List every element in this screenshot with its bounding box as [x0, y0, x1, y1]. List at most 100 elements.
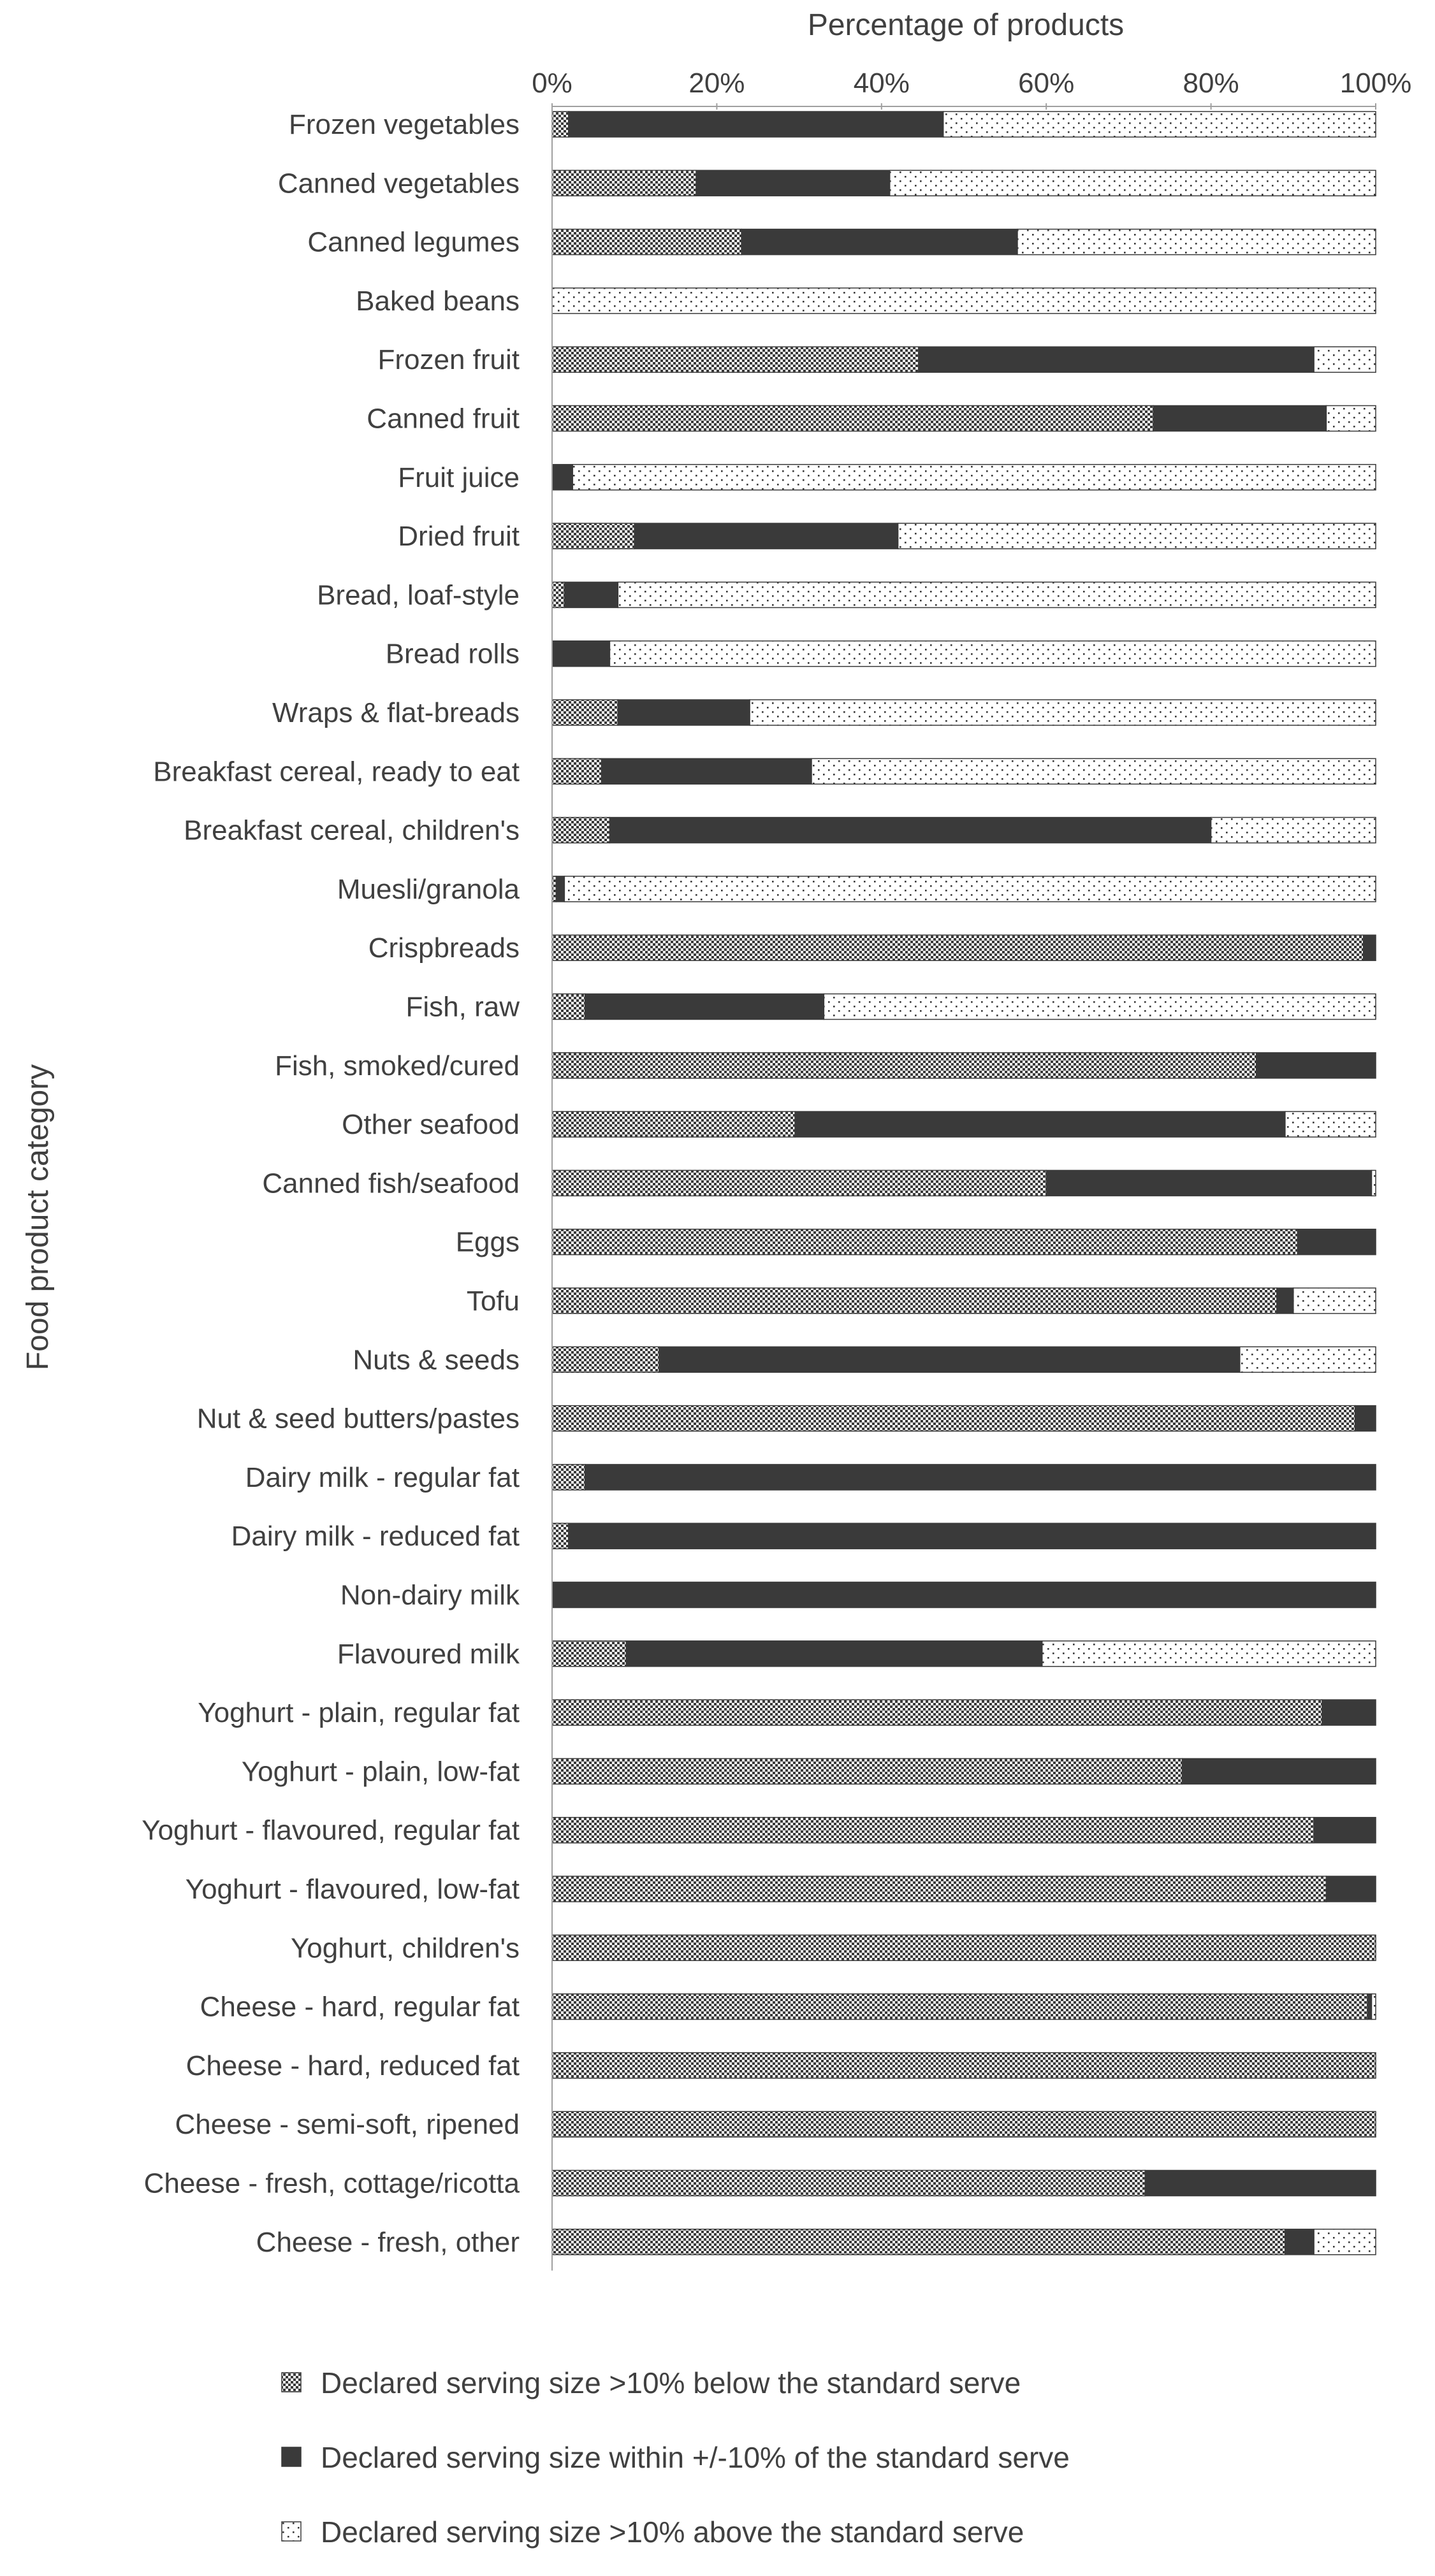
legend-label: Declared serving size within +/-10% of t…: [321, 2441, 1070, 2474]
category-label: Cheese - semi-soft, ripened: [175, 2109, 520, 2140]
bar-segment-checker: [551, 1052, 1257, 1079]
bar-segment-checker: [551, 581, 565, 609]
category-label: Cheese - hard, reduced fat: [186, 2050, 520, 2081]
bar-segment-checker: [551, 1758, 1183, 1785]
bar-segment-solid: [555, 876, 565, 902]
bar-segment-dotted: [1371, 1993, 1376, 2020]
bar-segment-solid: [609, 816, 1212, 844]
category-label: Flavoured milk: [337, 1639, 520, 1670]
bar-segment-dotted: [1210, 816, 1376, 844]
bars: [551, 111, 1376, 2255]
bar-segment-checker: [551, 2229, 1286, 2255]
bar-segment-solid: [568, 1523, 1376, 1549]
category-label: Fish, raw: [406, 992, 520, 1023]
bar-segment-checker: [551, 1405, 1356, 1432]
bar-segment-solid: [634, 523, 899, 549]
bar-segment-checker: [551, 170, 697, 197]
bar-segment-dotted: [1041, 1640, 1376, 1667]
bar-segment-solid: [1285, 2229, 1315, 2255]
bar-segment-solid: [568, 111, 944, 138]
category-label: Crispbreads: [368, 932, 520, 964]
category-label: Nut & seed butters/pastes: [197, 1403, 520, 1435]
bar-segment-checker: [551, 1111, 796, 1138]
category-label: Yoghurt, children's: [291, 1932, 520, 1964]
bar-segment-checker: [551, 111, 569, 138]
x-tick-label: 40%: [854, 68, 910, 99]
category-label: Baked beans: [356, 286, 520, 317]
bar-segment-dotted: [572, 464, 1376, 491]
legend-swatch-solid: [281, 2447, 302, 2467]
bar-segment-dotted: [1285, 1111, 1376, 1138]
bar-segment-solid: [601, 758, 812, 785]
category-label: Tofu: [467, 1285, 520, 1317]
bar-segment-solid: [659, 1346, 1241, 1373]
bar-segment-solid: [564, 581, 619, 609]
category-label: Dairy milk - reduced fat: [231, 1521, 520, 1552]
bar-segment-checker: [551, 1287, 1278, 1314]
bar-segment-dotted: [1371, 1169, 1376, 1197]
category-label: Non-dairy milk: [340, 1580, 520, 1611]
bar-segment-solid: [741, 228, 1018, 256]
bar-segment-checker: [551, 1523, 569, 1549]
bar-segment-dotted: [823, 993, 1376, 1020]
category-label: Other seafood: [342, 1109, 520, 1140]
bar-segment-checker: [551, 993, 586, 1020]
category-label: Eggs: [456, 1227, 520, 1258]
bar-segment-dotted: [1239, 1346, 1376, 1373]
bar-segment-dotted: [564, 876, 1376, 902]
bar-segment-checker: [551, 1993, 1368, 2020]
category-label: Dairy milk - regular fat: [245, 1462, 520, 1493]
legend-label: Declared serving size >10% above the sta…: [321, 2515, 1024, 2549]
bar-segment-solid: [1325, 1876, 1376, 1902]
bar-segment-solid: [1313, 1816, 1376, 1844]
bar-segment-solid: [1354, 1405, 1376, 1432]
legend-swatch-dotted: [281, 2521, 302, 2542]
bar-segment-solid: [1297, 1228, 1376, 1255]
bar-segment-checker: [551, 346, 919, 373]
bar-segment-checker: [551, 699, 619, 726]
bar-segment-solid: [1144, 2169, 1376, 2197]
category-label: Breakfast cereal, ready to eat: [153, 756, 520, 787]
category-label: Dried fruit: [398, 521, 520, 552]
bar-segment-dotted: [1313, 2229, 1376, 2255]
bar-segment-dotted: [617, 581, 1376, 609]
category-label: Yoghurt - flavoured, low-fat: [186, 1874, 520, 1905]
category-labels: Frozen vegetables Canned vegetables Canned…: [142, 109, 520, 2258]
bar-segment-dotted: [942, 111, 1376, 138]
x-tick-label: 80%: [1183, 68, 1239, 99]
bar-segment-dotted: [1293, 1287, 1376, 1314]
bar-segment-checker: [551, 1464, 586, 1491]
legend-label: Declared serving size >10% below the sta…: [321, 2366, 1021, 2399]
bar-segment-solid: [551, 1581, 1376, 1609]
bar-segment-solid: [1362, 934, 1376, 961]
category-label: Nuts & seeds: [353, 1344, 520, 1375]
legend-swatch-checker: [281, 2372, 302, 2392]
bar-segment-checker: [551, 934, 1364, 961]
x-tick-label: 20%: [688, 68, 745, 99]
bar-segment-solid: [918, 346, 1315, 373]
bar-segment-checker: [551, 2111, 1376, 2138]
bar-segment-solid: [1367, 1993, 1373, 2020]
bar-segment-solid: [794, 1111, 1286, 1138]
bar-segment-solid: [1255, 1052, 1376, 1079]
bar-segment-dotted: [551, 287, 1376, 314]
x-tick-label: 60%: [1018, 68, 1074, 99]
category-label: Yoghurt - flavoured, regular fat: [142, 1815, 520, 1846]
bar-segment-dotted: [1313, 346, 1376, 373]
bar-segment-checker: [551, 2052, 1376, 2079]
x-tick-label: 0%: [532, 68, 572, 99]
category-label: Bread, loaf-style: [317, 579, 520, 611]
bar-segment-solid: [1181, 1758, 1376, 1785]
bar-segment-solid: [551, 640, 611, 667]
category-label: Canned legumes: [307, 227, 520, 258]
bar-segment-solid: [584, 993, 825, 1020]
bar-segment-solid: [1276, 1287, 1294, 1314]
category-label: Canned vegetables: [278, 168, 520, 199]
bar-segment-solid: [584, 1464, 1376, 1491]
bar-segment-dotted: [897, 523, 1376, 549]
bar-segment-solid: [1322, 1699, 1376, 1726]
bar-segment-checker: [551, 1640, 627, 1667]
bar-segment-checker: [551, 1876, 1327, 1902]
bar-segment-solid: [551, 464, 574, 491]
